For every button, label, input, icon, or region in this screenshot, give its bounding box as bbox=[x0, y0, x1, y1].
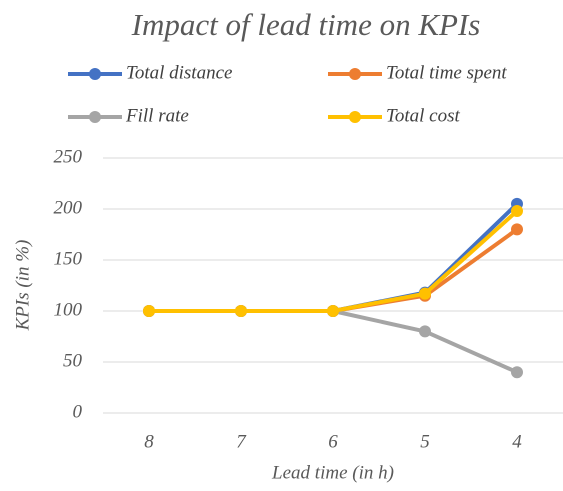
point bbox=[419, 287, 431, 300]
point bbox=[511, 223, 523, 236]
legend-marker bbox=[349, 111, 361, 123]
point bbox=[143, 305, 155, 317]
legend-marker bbox=[349, 68, 361, 80]
y-tick-label: 150 bbox=[54, 248, 83, 269]
y-axis-title: KPIs (in %) bbox=[12, 240, 33, 332]
y-tick-label: 200 bbox=[54, 197, 83, 218]
series-line bbox=[149, 209, 519, 313]
y-tick-label: 0 bbox=[73, 401, 83, 422]
point bbox=[419, 325, 431, 338]
series-line bbox=[149, 202, 519, 313]
x-tick-label: 7 bbox=[236, 431, 247, 452]
legend-label: Total distance bbox=[126, 62, 232, 83]
x-tick-label: 4 bbox=[512, 431, 522, 452]
x-tick-label: 8 bbox=[144, 431, 154, 452]
series-line bbox=[149, 227, 519, 313]
point bbox=[511, 205, 523, 218]
y-tick-label: 50 bbox=[63, 350, 83, 371]
series-line bbox=[149, 309, 518, 375]
legend-marker bbox=[89, 111, 101, 123]
point bbox=[511, 366, 523, 379]
legend-marker bbox=[89, 68, 101, 80]
x-tick-label: 5 bbox=[420, 431, 430, 452]
legend-label: Total time spent bbox=[386, 62, 507, 83]
y-tick-label: 250 bbox=[54, 146, 83, 167]
chart-title: Impact of lead time on KPIs bbox=[131, 7, 481, 42]
x-tick-label: 6 bbox=[328, 431, 338, 452]
legend-label: Total cost bbox=[386, 105, 460, 126]
x-axis-title: Lead time (in h) bbox=[271, 462, 394, 483]
y-tick-label: 100 bbox=[54, 299, 83, 320]
legend-label: Fill rate bbox=[125, 105, 189, 126]
point bbox=[235, 305, 247, 317]
point bbox=[327, 305, 339, 317]
